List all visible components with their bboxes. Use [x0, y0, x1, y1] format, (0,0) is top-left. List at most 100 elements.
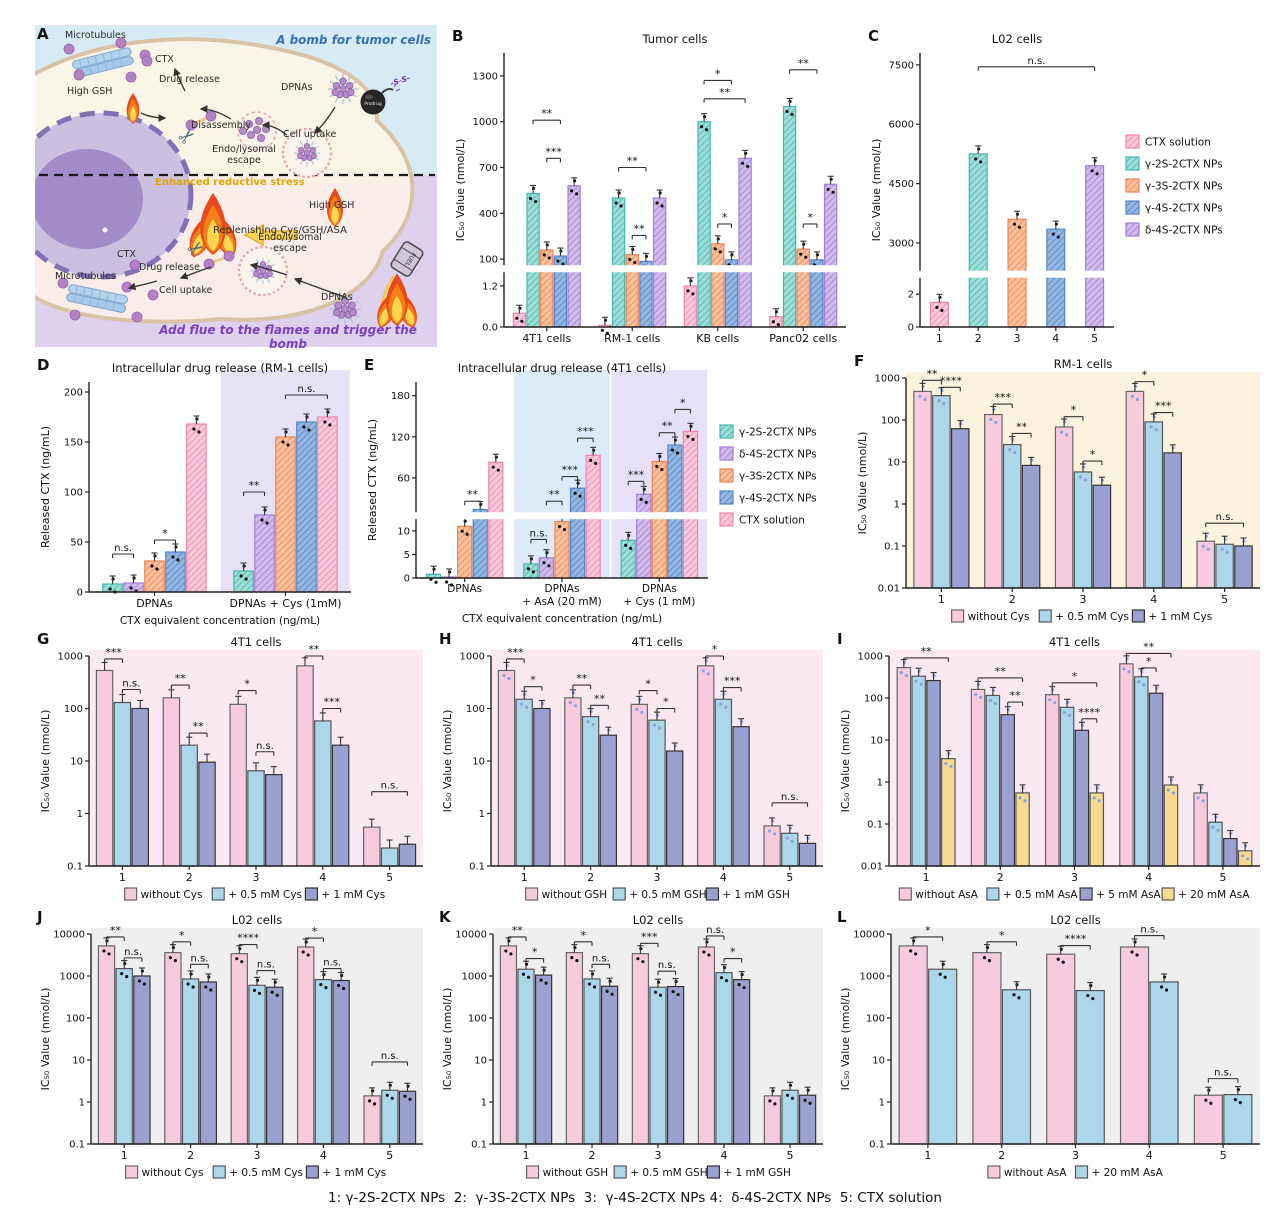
y-axis: 0 2 3000 4500 6000 7500 IC₅₀ Value (nmol/L) — [870, 53, 921, 334]
chart-text: n.s. — [1140, 925, 1158, 936]
panel-letter-d: D — [37, 356, 50, 374]
chart-text: 2 — [1009, 593, 1016, 606]
bar — [732, 726, 750, 867]
legend-swatch — [719, 468, 734, 483]
legend: without AsA + 20 mM AsA — [987, 1165, 1164, 1179]
chart-text: + 1 mM Cys — [1148, 611, 1212, 623]
bar — [1021, 464, 1041, 589]
bar — [1148, 692, 1164, 867]
error-bars — [516, 97, 834, 326]
chart-text: *** — [105, 646, 122, 659]
bar — [1163, 452, 1182, 589]
chart-text: 1 — [894, 500, 900, 511]
legend-swatch — [705, 887, 719, 901]
legend-swatch — [1131, 609, 1145, 623]
chart-text: 2 — [587, 871, 594, 884]
bar — [515, 698, 533, 867]
x-axis: DPNAs DPNAs + Cys (1mM) CTX equivalent con… — [89, 591, 351, 626]
chart-text: n.s. — [781, 792, 799, 803]
chart-text: 10 — [870, 736, 883, 747]
chart-text: 1 — [523, 1149, 530, 1162]
chart-text: n.s. — [381, 781, 399, 792]
chart-text: * — [312, 925, 318, 938]
chart-text: 100 — [864, 694, 883, 705]
chart-text: * — [532, 946, 538, 959]
bar — [648, 719, 666, 867]
bar — [1044, 694, 1060, 867]
chart-text: * — [807, 211, 813, 224]
chart-text: ** — [249, 479, 261, 492]
chart-text: **** — [237, 932, 260, 945]
chart-text: ** — [627, 154, 639, 167]
chart-text: * — [722, 211, 728, 224]
bar — [296, 946, 315, 1145]
chart-text: *** — [724, 675, 741, 688]
bar — [798, 1094, 817, 1145]
chart-text: * — [645, 678, 651, 691]
y-axis: 0 50 100 150 200 Released CTX (ng/mL) — [39, 382, 90, 599]
bar — [1223, 837, 1238, 867]
bar — [1085, 165, 1105, 328]
chart-text: n.s. — [592, 953, 610, 964]
y-axis: 0.01 0.1 1 10 100 1000 IC₅₀ Value (nmol/L) — [856, 374, 907, 595]
chart-text: 10 — [872, 1056, 885, 1067]
chart-text: 700 — [479, 163, 498, 174]
chart-text: 1 — [481, 1098, 487, 1109]
bar — [682, 430, 699, 579]
region-title-bottom: Add flue to the flames and trigger the b… — [159, 323, 417, 351]
panel-letter-k: K — [439, 908, 451, 926]
bar — [314, 720, 332, 867]
bar — [97, 945, 116, 1145]
legend: CTX solution γ-2S-2CTX NPs γ-3S-2CTX NPs γ-… — [1125, 134, 1223, 237]
chart-text: 100 — [66, 1014, 85, 1025]
chart-text: 0 — [77, 588, 83, 599]
bar — [1144, 421, 1164, 589]
chart-text: 3 — [1072, 1149, 1079, 1162]
chart-text: 3 — [254, 1149, 261, 1162]
chart-text: ** — [549, 488, 561, 501]
bar — [985, 694, 1001, 867]
chart-text: 0.1 — [471, 1140, 487, 1151]
chart-title: Intracellular drug release (RM-1 cells) — [112, 361, 328, 375]
chart-i: 0.01 0.1 1 10 100 1000 IC₅₀ Value (nmol/L) 1 2 3 4… — [839, 635, 1260, 901]
chart-text: 0.0 — [482, 323, 498, 334]
y-axis: 0.1 1 10 100 1000 10000 IC₅₀ Value (nmol/L) — [839, 930, 892, 1151]
bar — [941, 758, 956, 867]
bar — [247, 770, 265, 867]
bar — [581, 716, 600, 867]
error-bars — [430, 422, 694, 577]
chart-text: ** — [308, 643, 320, 656]
legend-swatch — [1161, 887, 1175, 901]
y-axis: 0.1 1 10 100 1000 10000 IC₅₀ Value (nmol/L) — [441, 930, 494, 1151]
chart-text: **** — [1065, 933, 1088, 946]
bar — [115, 968, 133, 1145]
chart-text: ** — [576, 672, 588, 685]
sig-annotations: **n.s.************** — [464, 396, 692, 544]
chart-text: 0.1 — [67, 862, 83, 873]
bar — [567, 185, 581, 328]
label-cell-uptake-top: Cell uptake — [283, 129, 337, 140]
chart-text: 50 — [70, 538, 83, 549]
bar — [254, 514, 275, 593]
chart-text: ** — [634, 222, 646, 235]
legend-swatch — [706, 1165, 720, 1179]
chart-text: 0.1 — [884, 542, 900, 553]
chart-text: n.s. — [122, 679, 140, 690]
chart-text: + 1 mM Cys — [322, 1167, 386, 1179]
bars — [102, 416, 338, 593]
chart-text: n.s. — [256, 741, 274, 752]
chart-text: 10000 — [455, 930, 487, 941]
bar — [781, 832, 799, 867]
chart-text: 10 — [70, 757, 83, 768]
chart-text: + 5 mM AsA — [1096, 889, 1161, 901]
chart-text: 4500 — [889, 179, 914, 190]
chart-text: * — [1090, 448, 1096, 461]
chart-text: γ-4S-2CTX NPs — [1145, 203, 1223, 215]
bar — [667, 444, 683, 579]
bar — [131, 707, 149, 867]
chart-text: 3 — [253, 871, 260, 884]
chart-text: 1000 — [460, 652, 485, 663]
chart-text: 3 — [1080, 593, 1087, 606]
error-bars — [919, 382, 1247, 546]
